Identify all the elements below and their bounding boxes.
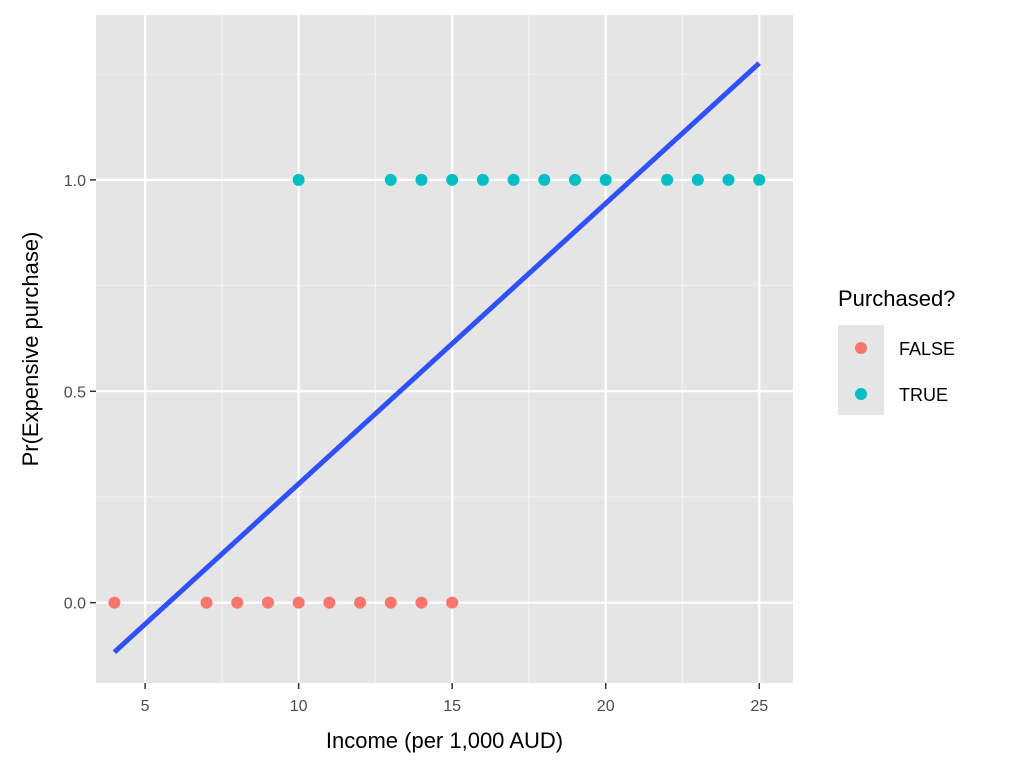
data-point-true [292, 173, 305, 186]
data-point-false [415, 596, 428, 609]
data-point-true [753, 173, 766, 186]
x-tick-label: 25 [750, 698, 768, 715]
data-point-true [507, 173, 520, 186]
legend-key-false [855, 342, 867, 354]
data-point-true [446, 173, 459, 186]
y-tick-label: 0.0 [64, 596, 86, 613]
legend-key-background [838, 325, 884, 415]
data-point-false [261, 596, 274, 609]
legend-title: Purchased? [838, 286, 955, 311]
data-point-true [384, 173, 397, 186]
fit-line [112, 61, 761, 654]
legend-entries: FALSE TRUE [855, 339, 955, 405]
legend-label-false: FALSE [899, 339, 955, 359]
y-tick-label: 1.0 [64, 173, 86, 190]
data-point-true [415, 173, 428, 186]
data-point-false [108, 596, 121, 609]
data-point-true [599, 173, 612, 186]
data-point-false [384, 596, 397, 609]
legend: Purchased? FALSE TRUE [838, 286, 955, 415]
data-point-true [568, 173, 581, 186]
data-point-true [476, 173, 489, 186]
y-axis-ticks: 0.0 0.5 1.0 [64, 173, 96, 613]
legend-key-true [855, 388, 867, 400]
y-tick-label: 0.5 [64, 384, 86, 401]
data-point-false [231, 596, 244, 609]
data-point-true [538, 173, 551, 186]
data-point-false [292, 596, 305, 609]
data-point-false [446, 596, 459, 609]
x-tick-label: 10 [290, 698, 308, 715]
major-grid [96, 15, 793, 683]
data-point-false [200, 596, 213, 609]
data-point-false [354, 596, 367, 609]
x-tick-label: 20 [597, 698, 615, 715]
data-point-false [323, 596, 336, 609]
data-points [108, 173, 766, 609]
legend-label-true: TRUE [899, 385, 948, 405]
data-point-true [691, 173, 704, 186]
x-tick-label: 15 [443, 698, 461, 715]
minor-grid [96, 15, 793, 683]
x-axis-title: Income (per 1,000 AUD) [326, 728, 563, 753]
x-tick-label: 5 [141, 698, 150, 715]
data-point-true [722, 173, 735, 186]
x-axis-ticks: 5 10 15 20 25 [141, 683, 768, 715]
y-axis-title: Pr(Expensive purchase) [18, 232, 43, 467]
data-point-true [661, 173, 674, 186]
